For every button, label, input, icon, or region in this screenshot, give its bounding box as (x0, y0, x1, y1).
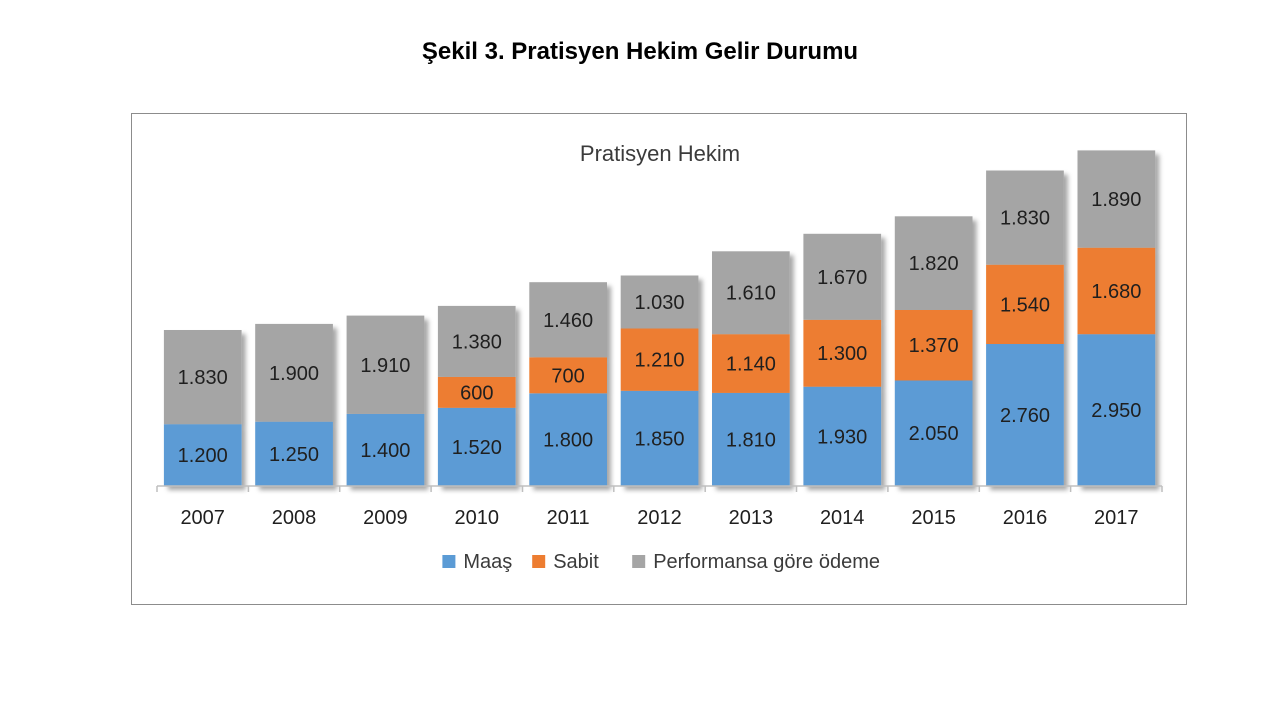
bar-sabit-2014 (803, 319, 882, 387)
bar-group-2007 (163, 330, 242, 486)
x-tick-label-2007: 2007 (180, 507, 225, 529)
chart-title: Pratisyen Hekim (580, 141, 740, 166)
legend-label-sabit: Sabit (553, 551, 599, 573)
x-tick-label-2017: 2017 (1094, 507, 1139, 529)
bar-group-2011 (529, 282, 607, 486)
data-label-maas-2015: 2.050 (909, 423, 959, 445)
bar-maas-2017 (1077, 334, 1156, 486)
x-tick-label-2010: 2010 (455, 507, 500, 529)
data-label-maas-2009: 1.400 (360, 440, 410, 462)
x-tick-label-2015: 2015 (911, 507, 956, 529)
data-label-maas-2011: 1.800 (543, 430, 593, 452)
data-label-performansa-gore-odeme-2012: 1.030 (634, 292, 684, 314)
bar-maas-2009 (346, 413, 425, 486)
data-label-sabit-2013: 1.140 (726, 354, 776, 376)
data-label-performansa-gore-odeme-2013: 1.610 (726, 283, 776, 305)
bar-performansa-gore-odeme-2011 (529, 282, 607, 358)
data-label-sabit-2015: 1.370 (909, 335, 959, 357)
bar-performansa-gore-odeme-2015 (894, 216, 973, 310)
bar-maas-2011 (529, 393, 607, 486)
data-label-performansa-gore-odeme-2009: 1.910 (360, 355, 410, 377)
bar-sabit-2010 (437, 376, 516, 408)
bar-group-2009 (346, 315, 425, 486)
bar-maas-2008 (255, 421, 333, 486)
data-label-performansa-gore-odeme-2015: 1.820 (909, 253, 959, 275)
x-axis: 2007 2008 2009 2010 2011 2012 2013 2014 2015 2016… (156, 485, 1163, 529)
bar-maas-2010 (437, 407, 516, 486)
bar-group-2015 (894, 216, 973, 486)
bar-sabit-2011 (529, 357, 607, 394)
data-label-sabit-2014: 1.300 (817, 343, 867, 365)
legend-label-maas: Maaş (463, 551, 512, 573)
data-label-maas-2016: 2.760 (1000, 405, 1050, 427)
page-title: Şekil 3. Pratisyen Hekim Gelir Durumu (421, 38, 859, 65)
legend-label-performansa-gore-odeme: Performansa göre ödeme (653, 551, 880, 573)
bar-sabit-2016 (986, 264, 1064, 344)
legend-item-performansa-gore-odeme: Performansa göre ödeme (632, 551, 880, 573)
bar-sabit-2017 (1077, 247, 1156, 335)
data-label-performansa-gore-odeme-2017: 1.890 (1091, 189, 1141, 211)
legend-swatch-sabit (532, 555, 546, 568)
bar-performansa-gore-odeme-2013 (712, 251, 790, 335)
data-label-maas-2017: 2.950 (1091, 400, 1141, 422)
bar-performansa-gore-odeme-2010 (437, 305, 516, 377)
bar-maas-2016 (986, 343, 1064, 486)
data-label-performansa-gore-odeme-2011: 1.460 (543, 310, 593, 332)
data-label-maas-2014: 1.930 (817, 426, 867, 448)
legend: Maaş Sabit Performansa göre ödeme (442, 551, 880, 573)
x-tick-label-2011: 2011 (547, 507, 590, 529)
bars-layer: 1.200 1.830 1.250 1.900 1.400 1.910 1.520 600 1.… (163, 150, 1156, 486)
legend-item-sabit: Sabit (532, 551, 599, 573)
bar-group-2016 (986, 170, 1064, 486)
data-label-performansa-gore-odeme-2008: 1.900 (269, 363, 319, 385)
bar-group-2013 (712, 251, 790, 486)
data-label-sabit-2011: 700 (551, 365, 584, 387)
data-label-maas-2013: 1.810 (726, 429, 776, 451)
bar-group-2014 (803, 233, 882, 486)
x-tick-label-2016: 2016 (1003, 507, 1048, 529)
bar-sabit-2015 (894, 310, 973, 381)
bar-performansa-gore-odeme-2016 (986, 170, 1064, 265)
bar-group-2010 (437, 305, 516, 486)
data-label-performansa-gore-odeme-2016: 1.830 (1000, 208, 1050, 230)
data-label-performansa-gore-odeme-2010: 1.380 (452, 331, 502, 353)
data-label-sabit-2010: 600 (460, 382, 493, 404)
x-tick-label-2013: 2013 (729, 507, 774, 529)
x-tick-label-2009: 2009 (363, 507, 408, 529)
bar-performansa-gore-odeme-2008 (255, 323, 333, 422)
legend-swatch-performansa-gore-odeme (632, 555, 646, 568)
bar-performansa-gore-odeme-2017 (1077, 150, 1156, 248)
chart-area: Pratisyen Hekim 1.200 1.830 1.250 1.900 1.40… (131, 113, 1187, 605)
data-label-maas-2010: 1.520 (452, 437, 502, 459)
x-tick-label-2012: 2012 (637, 507, 682, 529)
bar-maas-2014 (803, 386, 882, 486)
bar-sabit-2012 (620, 328, 699, 391)
bar-maas-2012 (620, 390, 699, 486)
bar-group-2008 (255, 323, 333, 486)
data-label-performansa-gore-odeme-2007: 1.830 (178, 367, 228, 389)
bar-performansa-gore-odeme-2012 (620, 275, 699, 329)
data-label-maas-2007: 1.200 (178, 445, 228, 467)
bar-maas-2013 (712, 392, 790, 486)
stacked-bar-chart: Pratisyen Hekim 1.200 1.830 1.250 1.900 1.40… (156, 141, 1163, 573)
bar-performansa-gore-odeme-2014 (803, 233, 882, 320)
data-label-sabit-2012: 1.210 (634, 350, 684, 372)
bar-maas-2015 (894, 380, 973, 486)
data-label-sabit-2016: 1.540 (1000, 294, 1050, 316)
data-label-maas-2012: 1.850 (634, 428, 684, 450)
bar-group-2012 (620, 275, 699, 486)
x-tick-label-2014: 2014 (820, 507, 865, 529)
x-tick-label-2008: 2008 (272, 507, 317, 529)
bar-group-2017 (1077, 150, 1156, 486)
bar-maas-2007 (163, 424, 242, 486)
data-label-maas-2008: 1.250 (269, 444, 319, 466)
legend-swatch-maas (442, 555, 456, 568)
data-label-sabit-2017: 1.680 (1091, 281, 1141, 303)
bar-sabit-2013 (712, 334, 790, 393)
bar-performansa-gore-odeme-2007 (163, 330, 242, 425)
bar-performansa-gore-odeme-2009 (346, 315, 425, 414)
legend-item-maas: Maaş (442, 551, 512, 573)
data-label-performansa-gore-odeme-2014: 1.670 (817, 267, 867, 289)
